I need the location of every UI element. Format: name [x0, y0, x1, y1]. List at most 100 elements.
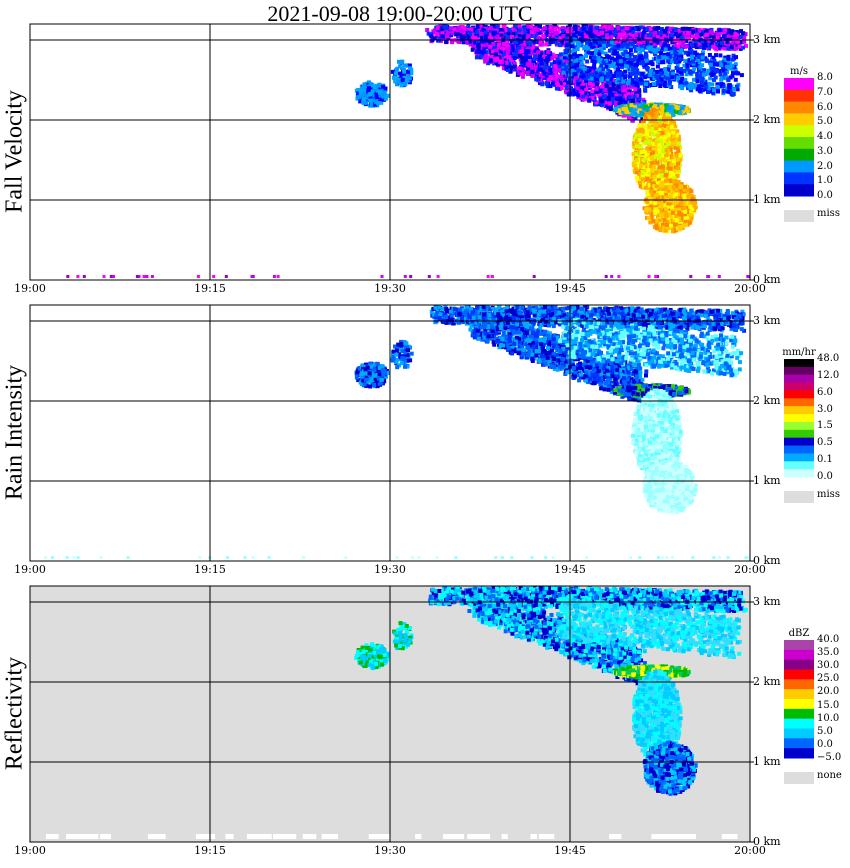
- colorbar-swatch: [784, 679, 814, 690]
- colorbar-label: 6.0: [817, 386, 833, 398]
- echo-upper-right: [556, 596, 742, 659]
- colorbar-miss-swatch: [784, 491, 814, 503]
- colorbar-swatch: [784, 160, 814, 173]
- colorbar-label: 2.0: [817, 160, 833, 172]
- y-tick-label: 0 km: [753, 554, 781, 567]
- surface-clutter: [66, 275, 750, 278]
- colorbar-label: 0.5: [817, 437, 833, 449]
- plot-frame: [29, 585, 751, 843]
- colorbar-swatch: [784, 374, 814, 384]
- colorbar-swatch: [784, 398, 814, 407]
- colorbar-miss-label: miss: [817, 208, 840, 219]
- colorbar-swatch: [784, 429, 814, 439]
- colorbar-swatch: [784, 414, 814, 423]
- y-tick-label: 2 km: [753, 394, 781, 407]
- colorbar-swatch: [784, 172, 814, 185]
- colorbar-label: 6.0: [817, 101, 833, 113]
- colorbar-miss-swatch: [784, 210, 814, 222]
- colorbar-label: 40.0: [817, 634, 840, 645]
- colorbar-swatch: [784, 101, 814, 114]
- plot-frame: [29, 304, 751, 562]
- x-tick-label: 20:00: [734, 844, 766, 857]
- echo-small-cell: [354, 361, 390, 389]
- colorbar-swatch: [784, 445, 814, 454]
- colorbar-swatch: [784, 421, 814, 431]
- colorbar-label: 15.0: [817, 699, 840, 711]
- x-tick-label: 19:45: [554, 844, 586, 857]
- y-tick-label: 2 km: [753, 675, 781, 688]
- colorbar-swatch: [784, 113, 814, 126]
- y-tick-label: 3 km: [753, 33, 781, 46]
- echo-upper-right: [557, 316, 744, 378]
- colorbar-label: 5.0: [817, 116, 833, 128]
- y-tick-label: 1 km: [753, 755, 781, 768]
- colorbar-unit: m/s: [790, 66, 808, 77]
- x-tick-label: 19:00: [14, 282, 46, 295]
- x-tick-label: 19:45: [554, 563, 586, 576]
- colorbar-label: 7.0: [817, 86, 833, 98]
- x-tick-label: 20:00: [734, 282, 766, 295]
- x-tick-label: 19:15: [194, 844, 226, 857]
- panel-title: Rain Intensity: [1, 364, 28, 501]
- colorbar-swatch: [784, 406, 814, 415]
- colorbar-label: 0.1: [817, 454, 833, 466]
- panel-title: Reflectivity: [1, 656, 28, 771]
- y-tick-label: 3 km: [753, 595, 781, 608]
- y-tick-label: 0 km: [753, 835, 781, 848]
- colorbar-swatch: [784, 738, 814, 749]
- x-tick-label: 19:00: [14, 844, 46, 857]
- colorbar-miss-label: none: [817, 770, 842, 781]
- x-tick-label: 19:45: [554, 282, 586, 295]
- colorbar-swatch: [784, 453, 814, 462]
- colorbar-unit: mm/hr: [782, 347, 816, 358]
- colorbar-label: 5.0: [817, 725, 833, 737]
- echo-rain-shaft-lower: [642, 740, 698, 796]
- echo-rain-shaft: [631, 388, 683, 482]
- colorbar-label: 8.0: [817, 72, 833, 83]
- colorbar-label: 1.5: [817, 420, 833, 432]
- colorbar-swatch: [784, 649, 814, 661]
- colorbar-swatch: [784, 390, 814, 399]
- colorbar-swatch: [784, 708, 814, 720]
- colorbar-swatch: [784, 659, 814, 670]
- echo-small-cell-2: [390, 339, 414, 370]
- colorbar-miss-swatch: [784, 772, 814, 784]
- y-tick-label: 1 km: [753, 474, 781, 487]
- colorbar-label: 20.0: [817, 686, 840, 698]
- colorbar-swatch: [784, 469, 814, 478]
- colorbar-swatch: [784, 640, 814, 651]
- colorbar-swatch: [784, 137, 814, 150]
- echo-small-cell: [354, 80, 390, 108]
- colorbar-label: 12.0: [817, 369, 840, 381]
- colorbar-label: 0.0: [817, 471, 833, 482]
- colorbar-label: 25.0: [817, 673, 840, 685]
- colorbar-label: 0.0: [817, 738, 833, 750]
- colorbar-swatch: [784, 437, 814, 447]
- panel-title: Fall Velocity: [1, 90, 28, 213]
- colorbar-swatch: [784, 78, 814, 91]
- colorbar-label: 35.0: [817, 647, 840, 659]
- colorbar-swatch: [784, 748, 814, 759]
- colorbar-swatch: [784, 89, 814, 103]
- colorbar-label: 0.0: [817, 190, 833, 201]
- colorbar-label: 3.0: [817, 145, 833, 157]
- colorbar-label: 4.0: [817, 131, 833, 142]
- colorbar-swatch: [784, 366, 814, 376]
- y-tick-label: 1 km: [753, 193, 781, 206]
- echo-rain-shaft-lower: [642, 459, 698, 514]
- echo-small-cell-2: [392, 621, 414, 651]
- colorbar-swatch: [784, 382, 814, 391]
- plot-frame: [29, 23, 751, 281]
- echo-small-cell: [354, 642, 390, 670]
- x-tick-label: 19:15: [194, 563, 226, 576]
- x-tick-label: 19:00: [14, 563, 46, 576]
- y-tick-label: 3 km: [753, 314, 781, 327]
- y-tick-label: 0 km: [753, 273, 781, 286]
- colorbar-label: 48.0: [817, 353, 840, 364]
- x-tick-label: 19:30: [374, 282, 406, 295]
- colorbar-miss-label: miss: [817, 489, 840, 500]
- x-tick-label: 19:15: [194, 282, 226, 295]
- chart-title: 2021-09-08 19:00-20:00 UTC: [267, 1, 533, 26]
- colorbar-unit: dBZ: [788, 628, 810, 639]
